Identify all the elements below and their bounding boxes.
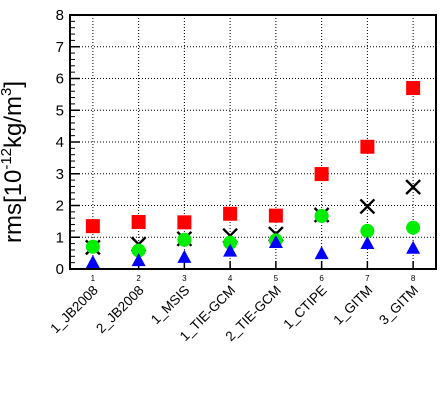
circle-marker (360, 223, 375, 238)
cross-marker (405, 179, 421, 195)
x-tick-label: 1 (91, 274, 96, 283)
tick-labels: 01234567811_JB200822_JB200831_MSIS41_TIE… (47, 7, 421, 344)
square-marker (268, 208, 283, 223)
y-tick-label: 8 (56, 7, 64, 24)
triangle-marker (223, 243, 238, 257)
x-tick-label: 4 (228, 274, 233, 283)
triangle-marker (85, 255, 100, 269)
x-tick-label: 7 (365, 274, 370, 283)
square-marker (85, 219, 100, 234)
y-tick-label: 5 (56, 102, 64, 119)
y-tick-label: 2 (56, 198, 64, 215)
y-axis-title: rms[10-12kg/m3] (0, 81, 27, 243)
square-marker (406, 81, 421, 96)
triangle-marker (360, 235, 375, 249)
y-tick-label: 7 (56, 39, 64, 56)
series-triangle (85, 235, 421, 269)
y-tick-label: 0 (56, 261, 64, 278)
triangle-marker (131, 253, 146, 267)
circle-marker (177, 232, 192, 247)
grid (70, 15, 436, 269)
data-markers (85, 81, 421, 269)
cross-stroke (405, 179, 421, 195)
x-category-label: 2_JB2008 (93, 283, 147, 337)
square-marker (360, 139, 375, 154)
square-marker (314, 167, 329, 182)
circle-marker (85, 239, 100, 254)
series-square (85, 81, 421, 234)
cross-marker (359, 198, 376, 215)
y-tick-label: 3 (56, 166, 64, 183)
axes (69, 14, 437, 270)
circle-marker (314, 208, 329, 223)
y-tick-label: 4 (56, 134, 64, 151)
x-tick-label: 8 (411, 274, 416, 283)
x-tick-label: 2 (136, 274, 141, 283)
x-category-label: 1_GITM (330, 283, 375, 328)
x-category-label: 1_MSIS (148, 283, 193, 328)
circle-marker (223, 235, 238, 250)
x-category-label: 1_JB2008 (47, 283, 101, 337)
triangle-marker (314, 246, 329, 260)
x-tick-label: 5 (274, 274, 279, 283)
square-marker (131, 215, 146, 230)
x-tick-label: 3 (182, 274, 187, 283)
y-tick-label: 6 (56, 71, 64, 88)
square-marker (223, 206, 238, 221)
triangle-marker (406, 240, 421, 254)
circle-marker (131, 243, 146, 258)
square-marker (177, 215, 192, 230)
series-circle (85, 208, 421, 258)
triangle-marker (268, 235, 283, 249)
triangle-marker (177, 249, 192, 263)
x-category-label: 3_GITM (376, 283, 421, 328)
circle-marker (406, 220, 421, 235)
cross-stroke (359, 198, 376, 215)
y-tick-label: 1 (56, 229, 64, 246)
x-category-label: 1_CTIPE (280, 283, 329, 332)
x-tick-label: 6 (319, 274, 324, 283)
